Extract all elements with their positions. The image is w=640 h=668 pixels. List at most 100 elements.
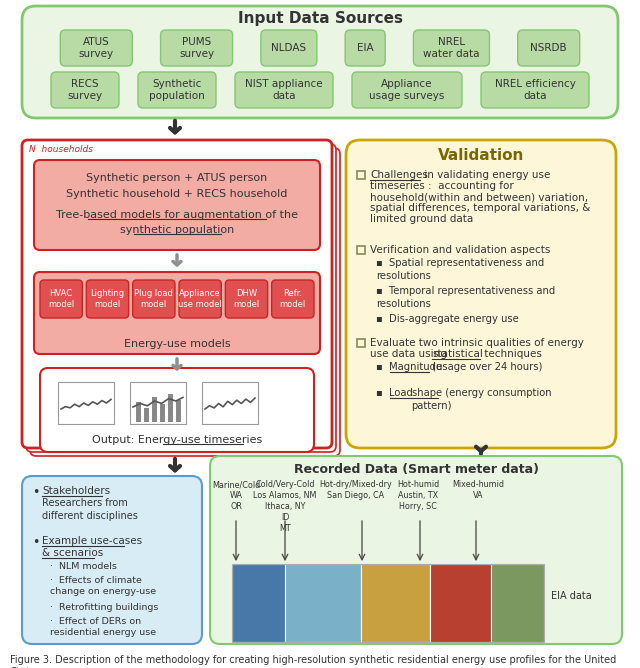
Bar [58,382,114,424]
Bar [357,339,365,347]
Text: Lighting
model: Lighting model [90,289,125,309]
Bar [152,397,157,422]
FancyBboxPatch shape [225,280,268,318]
FancyBboxPatch shape [271,280,314,318]
FancyBboxPatch shape [34,160,320,250]
Text: ·  Effects of climate
change on energy-use: · Effects of climate change on energy-us… [50,576,156,597]
Text: Plug load
model: Plug load model [134,289,173,309]
Text: ▪  Magnitude: ▪ Magnitude [376,362,442,372]
Text: NREL efficiency
data: NREL efficiency data [495,79,575,101]
Text: Figure 3. Description of the methodology for creating high-resolution synthetic : Figure 3. Description of the methodology… [10,655,616,668]
Text: techniques: techniques [481,349,542,359]
Bar [176,400,181,422]
Text: Example use-cases: Example use-cases [42,536,142,546]
Text: ▪  Spatial representativeness and
resolutions: ▪ Spatial representativeness and resolut… [376,258,544,281]
Text: Appliance
use model: Appliance use model [178,289,222,309]
Bar [491,564,544,642]
FancyBboxPatch shape [51,72,119,108]
FancyBboxPatch shape [22,6,618,118]
Text: (usage over 24 hours): (usage over 24 hours) [429,362,542,372]
Text: HVAC
model: HVAC model [48,289,74,309]
FancyBboxPatch shape [346,140,616,448]
Text: Validation: Validation [438,148,524,164]
Text: timeseries :  accounting for: timeseries : accounting for [370,181,514,191]
Text: •: • [32,536,40,549]
FancyBboxPatch shape [352,72,462,108]
Text: household(within and between) variation,: household(within and between) variation, [370,192,588,202]
FancyBboxPatch shape [261,30,317,66]
FancyBboxPatch shape [34,272,320,354]
Text: Evaluate two intrinsic qualities of energy: Evaluate two intrinsic qualities of ener… [370,338,584,348]
Text: ▪  Dis-aggregate energy use: ▪ Dis-aggregate energy use [376,314,519,324]
FancyBboxPatch shape [413,30,490,66]
Text: Challenges: Challenges [370,170,428,180]
Text: ·  NLM models: · NLM models [50,562,117,571]
Bar [144,408,149,422]
FancyBboxPatch shape [518,30,580,66]
FancyBboxPatch shape [345,30,385,66]
Bar [232,564,544,642]
Text: NSRDB: NSRDB [531,43,567,53]
Text: NLDAS: NLDAS [271,43,307,53]
Bar [362,564,430,642]
Text: synthetic population: synthetic population [120,225,234,235]
Text: PUMS
survey: PUMS survey [179,37,214,59]
FancyBboxPatch shape [40,368,314,452]
Text: spatial differences, temporal variations, &: spatial differences, temporal variations… [370,203,590,213]
Text: Synthetic person + ATUS person: Synthetic person + ATUS person [86,173,268,183]
Text: EIA: EIA [357,43,374,53]
Text: Hot-humid
Austin, TX
Horry, SC: Hot-humid Austin, TX Horry, SC [397,480,439,511]
FancyBboxPatch shape [40,280,83,318]
Text: Input Data Sources: Input Data Sources [237,11,403,27]
Text: ▪  Temporal representativeness and
resolutions: ▪ Temporal representativeness and resolu… [376,286,556,309]
Text: RECS
survey: RECS survey [67,79,102,101]
Text: Stakeholders: Stakeholders [42,486,110,496]
Text: limited ground data: limited ground data [370,214,473,224]
Text: EIA data: EIA data [551,591,592,601]
Bar [357,246,365,254]
Text: Appliance
usage surveys: Appliance usage surveys [369,79,445,101]
Text: Hot-dry/Mixed-dry
San Diego, CA: Hot-dry/Mixed-dry San Diego, CA [319,480,392,500]
Text: shape (energy consumption
pattern): shape (energy consumption pattern) [412,388,551,411]
Text: DHW
model: DHW model [234,289,260,309]
Text: N  households: N households [29,146,93,154]
FancyBboxPatch shape [481,72,589,108]
FancyBboxPatch shape [22,476,202,644]
FancyBboxPatch shape [138,72,216,108]
Text: use data using: use data using [370,349,450,359]
FancyBboxPatch shape [60,30,132,66]
Text: ▪  Load: ▪ Load [376,388,416,398]
Text: ATUS
survey: ATUS survey [79,37,114,59]
Text: Cold/Very-Cold
Los Alamos, NM
Ithaca, NY
ID
MT: Cold/Very-Cold Los Alamos, NM Ithaca, NY… [253,480,317,534]
FancyBboxPatch shape [179,280,221,318]
Bar [130,382,186,424]
Bar [357,171,365,179]
Bar [285,564,362,642]
FancyBboxPatch shape [132,280,175,318]
FancyBboxPatch shape [26,144,336,452]
FancyBboxPatch shape [86,280,129,318]
Text: ·  Effect of DERs on
residential energy use: · Effect of DERs on residential energy u… [50,617,156,637]
Text: ·  Retrofitting buildings: · Retrofitting buildings [50,603,158,612]
Text: Marine/Cold
WA
OR: Marine/Cold WA OR [212,480,260,511]
FancyBboxPatch shape [22,140,332,448]
Text: •: • [32,486,40,499]
Text: Synthetic
population: Synthetic population [149,79,205,101]
Bar [202,382,258,424]
Text: Verification and validation aspects: Verification and validation aspects [370,245,550,255]
Text: & scenarios: & scenarios [42,548,103,558]
Text: Refr.
model: Refr. model [280,289,306,309]
Text: in validating energy use: in validating energy use [421,170,550,180]
Text: Tree-based models for augmentation of the: Tree-based models for augmentation of th… [56,210,298,220]
Bar [160,404,165,422]
Bar [232,564,285,642]
Text: Synthetic household + RECS household: Synthetic household + RECS household [67,189,288,199]
Text: Recorded Data (Smart meter data): Recorded Data (Smart meter data) [294,464,538,476]
Text: NREL
water data: NREL water data [423,37,479,59]
FancyBboxPatch shape [30,148,340,456]
FancyBboxPatch shape [161,30,232,66]
Text: Researchers from
different disciplines: Researchers from different disciplines [42,498,138,521]
Text: Energy-use models: Energy-use models [124,339,230,349]
Bar [136,402,141,422]
FancyBboxPatch shape [235,72,333,108]
